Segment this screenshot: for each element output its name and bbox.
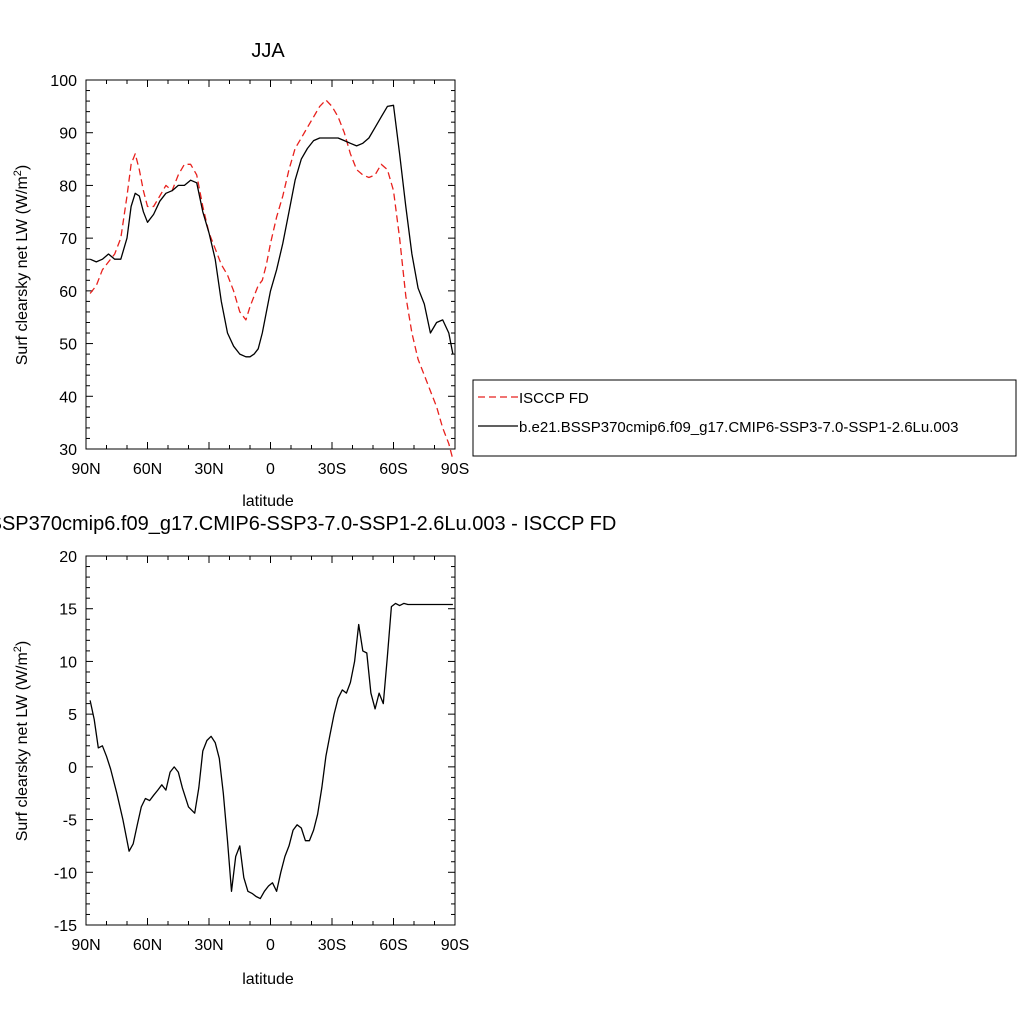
top-y-tick-label: 50: [59, 337, 77, 354]
bottom-y-tick-label: -5: [63, 813, 77, 830]
bottom-y-tick-label: -10: [54, 865, 77, 882]
bottom-chart-panel: b.e21.BSSP370cmip6.f09_g17.CMIP6-SSP3-7.…: [0, 513, 616, 988]
top-y-axis-label-end: ): [14, 165, 31, 170]
top-chart-panel: JJA 90N 60N 30N 0 30S 60S 90S 30 40 50 60 70 80 90 100…: [12, 40, 1017, 510]
top-y-tick-label: 60: [59, 284, 77, 301]
top-y-axis-label-main: Surf clearsky net LW (W/m: [14, 176, 31, 365]
bottom-y-axis-label-main: Surf clearsky net LW (W/m: [14, 652, 31, 841]
top-x-tick-label: 30N: [194, 461, 223, 478]
top-x-axis-label: latitude: [242, 493, 294, 510]
top-y-tick-label: 40: [59, 389, 77, 406]
bottom-y-tick-label: 0: [68, 760, 77, 777]
legend-label-model: b.e21.BSSP370cmip6.f09_g17.CMIP6-SSP3-7.…: [519, 419, 958, 436]
legend-label-isccp: ISCCP FD: [519, 390, 589, 407]
bottom-x-tick-label: 60S: [379, 937, 407, 954]
bottom-y-tick-label: 20: [59, 549, 77, 566]
top-y-tick-label: 100: [50, 73, 77, 90]
top-series-line-1: [89, 104, 454, 358]
top-chart-title: JJA: [251, 40, 285, 62]
top-y-tick-label: 80: [59, 178, 77, 195]
bottom-y-axis-label: Surf clearsky net LW (W/m2): [12, 641, 31, 842]
bottom-y-tick-label: -15: [54, 918, 77, 935]
bottom-series-lines: [89, 602, 453, 900]
top-x-tick-label: 90N: [71, 461, 100, 478]
top-x-tick-label: 60S: [379, 461, 407, 478]
bottom-y-axis-label-superscript: 2: [12, 646, 24, 652]
top-y-axis-label: Surf clearsky net LW (W/m2): [12, 165, 31, 366]
bottom-chart-title: b.e21.BSSP370cmip6.f09_g17.CMIP6-SSP3-7.…: [0, 513, 616, 535]
bottom-plot-frame: [85, 555, 456, 926]
top-y-tick-label: 90: [59, 126, 77, 143]
bottom-y-axis-label-end: ): [14, 641, 31, 646]
bottom-x-axis-label: latitude: [242, 971, 294, 988]
bottom-x-tick-label: 90S: [441, 937, 469, 954]
bottom-y-tick-label: 5: [68, 707, 77, 724]
top-y-tick-label: 30: [59, 442, 77, 459]
top-y-axis-label-superscript: 2: [12, 170, 24, 176]
top-x-tick-label: 0: [266, 461, 275, 478]
bottom-y-tick-label: 10: [59, 654, 77, 671]
bottom-y-tick-label: 15: [59, 602, 77, 619]
top-axis-ticks: 90N 60N 30N 0 30S 60S 90S 30 40 50 60 70 80 90 100: [50, 73, 469, 478]
top-x-tick-label: 60N: [133, 461, 162, 478]
bottom-x-tick-label: 90N: [71, 937, 100, 954]
bottom-x-tick-label: 60N: [133, 937, 162, 954]
legend-box: [472, 379, 1017, 457]
top-chart-legend: ISCCP FD b.e21.BSSP370cmip6.f09_g17.CMIP…: [472, 379, 1017, 457]
bottom-x-tick-label: 0: [266, 937, 275, 954]
top-series-line-0: [89, 99, 454, 460]
bottom-axis-ticks: 90N 60N 30N 0 30S 60S 90S -15 -10 -5 0 5 10 15 20: [54, 549, 469, 954]
bottom-series-line-0: [89, 602, 453, 900]
top-series-lines: [89, 99, 454, 460]
top-x-tick-label: 90S: [441, 461, 469, 478]
top-y-tick-label: 70: [59, 231, 77, 248]
top-plot-frame: [85, 79, 456, 450]
top-x-tick-label: 30S: [318, 461, 346, 478]
bottom-x-tick-label: 30N: [194, 937, 223, 954]
bottom-x-tick-label: 30S: [318, 937, 346, 954]
